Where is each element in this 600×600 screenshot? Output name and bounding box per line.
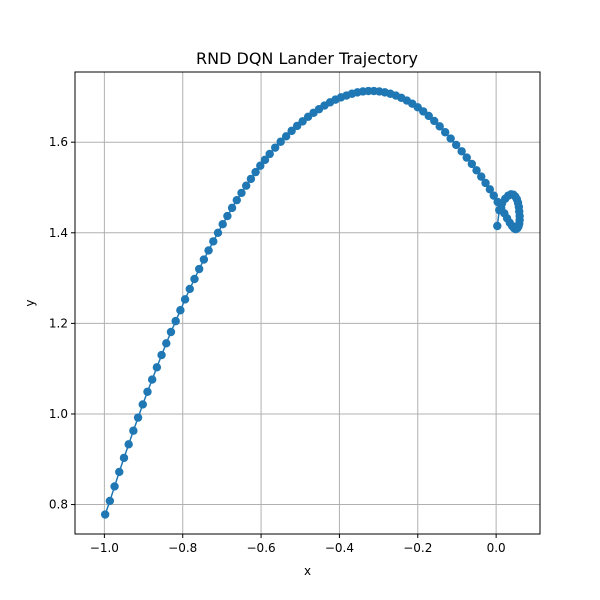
data-point <box>276 137 285 146</box>
data-point <box>133 413 143 422</box>
data-point <box>281 132 291 141</box>
data-point <box>246 174 256 184</box>
data-point <box>497 199 507 208</box>
data-point <box>129 426 138 435</box>
data-point <box>446 134 455 143</box>
y-tick-label: 1.2 <box>49 316 68 330</box>
grid <box>75 72 540 534</box>
data-point <box>493 221 502 231</box>
data-point <box>147 375 157 384</box>
data-point <box>105 496 115 506</box>
data-point <box>237 188 246 198</box>
y-axis-label: y <box>23 299 37 306</box>
chart-title: RND DQN Lander Trajectory <box>196 49 418 68</box>
data-point <box>100 510 110 519</box>
data-point <box>194 264 204 274</box>
x-tick-label: −0.8 <box>168 541 197 555</box>
data-point <box>119 453 129 463</box>
plot-frame <box>74 71 541 535</box>
x-axis-label: x <box>304 564 311 578</box>
x-tick-label: −0.2 <box>403 541 432 555</box>
data-point <box>457 147 466 156</box>
data-point <box>265 149 274 159</box>
x-tick-label: −1.0 <box>90 541 119 555</box>
data-point <box>209 237 218 246</box>
y-tick-label: 1.4 <box>49 226 68 240</box>
data-point <box>157 350 166 360</box>
data-point <box>467 159 477 169</box>
data-point <box>143 387 152 396</box>
data-point <box>218 219 227 229</box>
data-point <box>185 284 194 294</box>
data-point <box>485 185 495 194</box>
data-point <box>251 167 260 177</box>
data-point <box>260 155 270 165</box>
data-point <box>287 126 296 136</box>
series-line <box>104 90 521 515</box>
data-point <box>424 111 433 121</box>
data-point <box>495 205 504 215</box>
series-points <box>100 86 524 519</box>
data-point <box>489 191 498 200</box>
data-point <box>180 295 190 304</box>
data-point <box>138 400 147 409</box>
data-point <box>190 274 199 284</box>
data-point <box>213 228 223 237</box>
data-point <box>223 211 232 221</box>
data-point <box>115 467 124 477</box>
data-point <box>204 246 213 255</box>
axis-ticks: −1.0 −0.8 −0.6 −0.4 −0.2 0.0 0.8 1.0 1.2 1.4 1.6 <box>49 135 506 555</box>
data-point <box>176 306 185 315</box>
data-point <box>477 172 486 181</box>
y-tick-label: 1.6 <box>49 135 68 149</box>
data-point <box>256 161 265 170</box>
data-point <box>199 255 209 264</box>
data-point <box>270 143 280 152</box>
x-tick-label: −0.6 <box>247 541 276 555</box>
data-point <box>124 440 133 449</box>
data-point <box>171 316 180 326</box>
data-point <box>481 178 490 188</box>
data-point <box>166 327 176 337</box>
data-point <box>232 195 241 205</box>
data-point <box>435 122 444 131</box>
data-point <box>451 140 461 150</box>
x-tick-label: −0.4 <box>325 541 354 555</box>
data-point <box>162 339 171 348</box>
data-point <box>472 166 481 175</box>
data-point <box>241 181 251 190</box>
y-tick-label: 0.8 <box>49 498 68 512</box>
data-point <box>110 482 119 491</box>
data-point <box>152 363 162 372</box>
x-tick-label: 0.0 <box>487 541 506 555</box>
y-tick-label: 1.0 <box>49 407 68 421</box>
data-point <box>227 203 237 213</box>
data-point <box>462 153 471 162</box>
data-point <box>440 128 450 137</box>
data-point <box>430 116 439 126</box>
